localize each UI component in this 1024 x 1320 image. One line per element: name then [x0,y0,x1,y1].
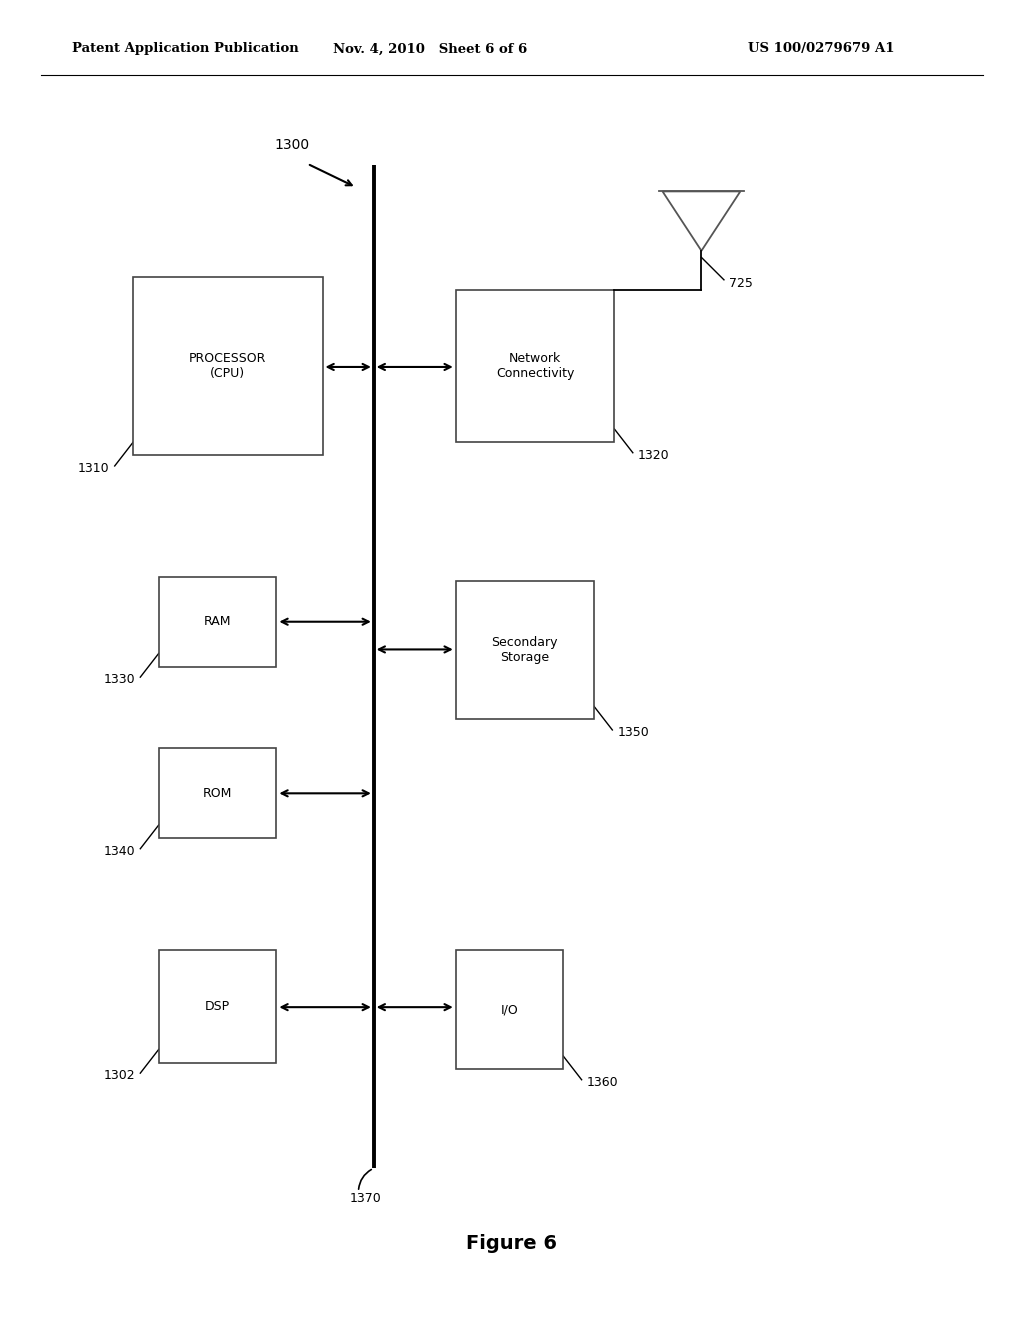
Text: 725: 725 [729,277,753,290]
Text: 1330: 1330 [103,673,135,686]
Text: PROCESSOR
(CPU): PROCESSOR (CPU) [189,352,266,380]
Text: 1350: 1350 [617,726,649,739]
Bar [159,577,276,667]
Text: RAM: RAM [204,615,231,628]
Bar [159,950,276,1063]
Bar [133,277,323,455]
Text: Figure 6: Figure 6 [467,1234,557,1253]
Text: 1340: 1340 [103,845,135,858]
Text: Secondary
Storage: Secondary Storage [492,636,558,664]
Text: 1360: 1360 [587,1076,618,1089]
Text: DSP: DSP [205,1001,230,1012]
Text: 1370: 1370 [349,1192,382,1205]
Text: Nov. 4, 2010   Sheet 6 of 6: Nov. 4, 2010 Sheet 6 of 6 [333,42,527,55]
Bar [159,748,276,838]
Text: 1310: 1310 [78,462,110,475]
Text: Patent Application Publication: Patent Application Publication [72,42,298,55]
Text: 1320: 1320 [638,449,670,462]
Text: US 100/0279679 A1: US 100/0279679 A1 [748,42,894,55]
Bar [456,290,614,442]
Bar [456,950,563,1069]
Text: 1300: 1300 [274,137,309,152]
Text: 1302: 1302 [103,1069,135,1082]
Text: Network
Connectivity: Network Connectivity [496,352,574,380]
Text: I/O: I/O [501,1003,518,1016]
Text: ROM: ROM [203,787,232,800]
Bar [456,581,594,719]
Polygon shape [663,191,740,251]
